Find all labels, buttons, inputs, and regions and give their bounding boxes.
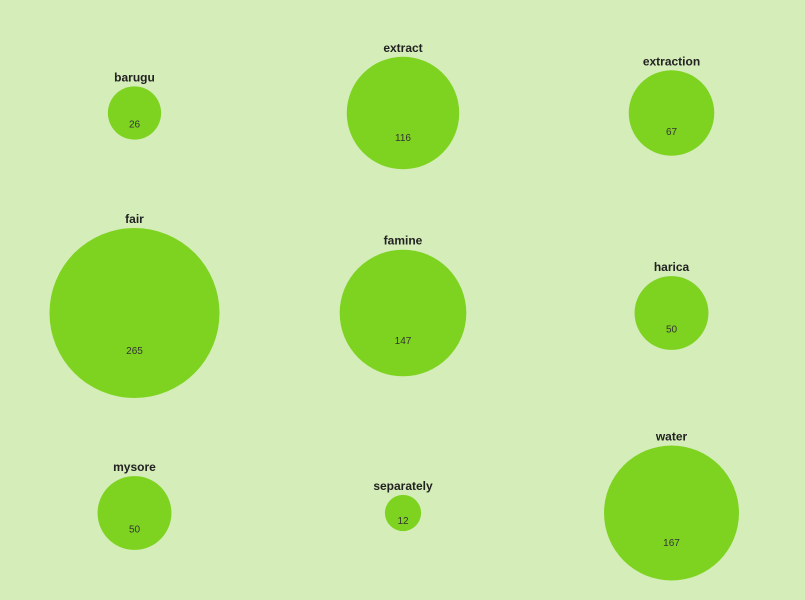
bubble-barugu[interactable]: barugu 26 [107,70,162,140]
bubble-value: 12 [397,516,409,527]
bubble-circle[interactable] [339,249,467,377]
bubble-extract[interactable]: extract 116 [346,41,460,170]
bubble-label: extraction [643,54,700,68]
bubble-value: 50 [129,524,141,535]
bubble-value: 167 [663,538,680,549]
bubble-label: fair [125,212,144,226]
bubble-circle[interactable] [634,276,709,350]
bubble-value: 67 [666,127,678,138]
bubble-label: extract [383,41,422,55]
bubble-separately[interactable]: separately 12 [373,479,433,532]
bubble-value: 116 [395,133,411,144]
bubble-label: water [655,430,688,444]
bubble-value: 265 [126,346,143,357]
bubble-mysore[interactable]: mysore 50 [97,460,172,550]
bubble-extraction[interactable]: extraction 67 [628,54,715,156]
bubble-value: 50 [666,324,678,335]
bubble-harica[interactable]: harica 50 [634,260,709,350]
bubble-label: barugu [114,70,155,84]
bubble-circle[interactable] [604,445,739,581]
bubble-circle[interactable] [346,56,460,170]
bubble-circle[interactable] [107,86,162,140]
bubble-label: mysore [113,460,156,474]
bubble-label: harica [654,260,690,274]
bubble-circle[interactable] [49,228,220,398]
bubble-famine[interactable]: famine 147 [339,234,467,377]
bubble-label: famine [384,234,423,248]
bubble-fair[interactable]: fair 265 [49,212,220,398]
bubble-water[interactable]: water 167 [604,430,739,581]
bubble-label: separately [373,479,433,493]
bubble-circle[interactable] [97,476,172,550]
bubble-value: 147 [395,336,412,347]
bubble-circle[interactable] [628,70,715,156]
bubble-value: 26 [129,120,141,131]
bubble-circle[interactable] [384,494,422,532]
